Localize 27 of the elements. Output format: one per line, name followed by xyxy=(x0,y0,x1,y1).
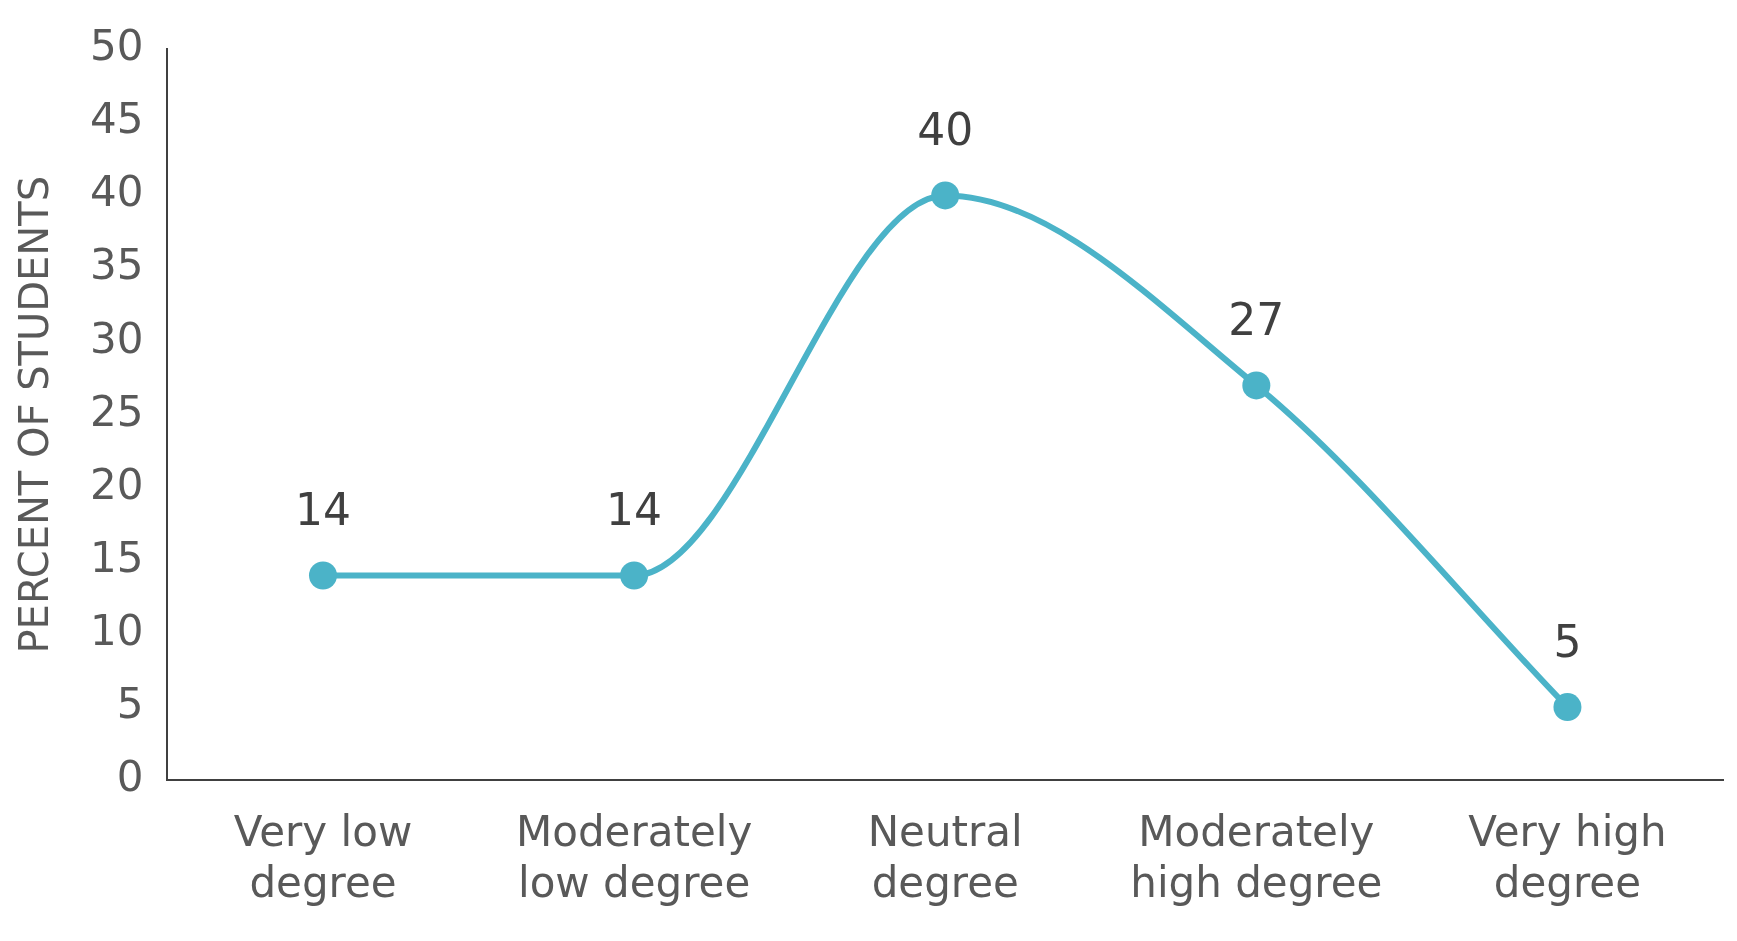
y-tick-label: 35 xyxy=(89,240,144,290)
y-tick-label: 5 xyxy=(116,679,144,729)
x-tick-label: Very low degree xyxy=(233,807,413,907)
point xyxy=(931,181,960,210)
x-tick-label: Neutral degree xyxy=(867,807,1023,907)
y-tick-label: 50 xyxy=(89,21,144,71)
y-tick-label: 40 xyxy=(89,167,144,217)
x-tick-label: Very high degree xyxy=(1468,807,1667,907)
data-label: 40 xyxy=(917,103,974,155)
point xyxy=(1242,371,1271,400)
point xyxy=(620,561,649,590)
y-tick-label: 45 xyxy=(89,94,144,144)
x-tick-label: Moderately low degree xyxy=(515,807,753,907)
data-label: 14 xyxy=(295,483,351,535)
y-axis-title: PERCENT OF STUDENTS xyxy=(11,175,58,654)
y-tick-label: 10 xyxy=(89,605,144,655)
y-tick-label: 0 xyxy=(116,752,144,802)
point xyxy=(1553,693,1582,722)
point xyxy=(309,561,337,590)
y-tick-label: 25 xyxy=(89,386,144,436)
data-label: 27 xyxy=(1228,293,1285,345)
y-tick-label: 30 xyxy=(89,313,144,363)
x-tick-label: Moderately high degree xyxy=(1130,807,1383,907)
data-label: 5 xyxy=(1553,615,1582,667)
y-tick-label: 15 xyxy=(89,532,144,582)
y-tick-label: 20 xyxy=(89,459,144,509)
data-label: 14 xyxy=(606,483,663,535)
